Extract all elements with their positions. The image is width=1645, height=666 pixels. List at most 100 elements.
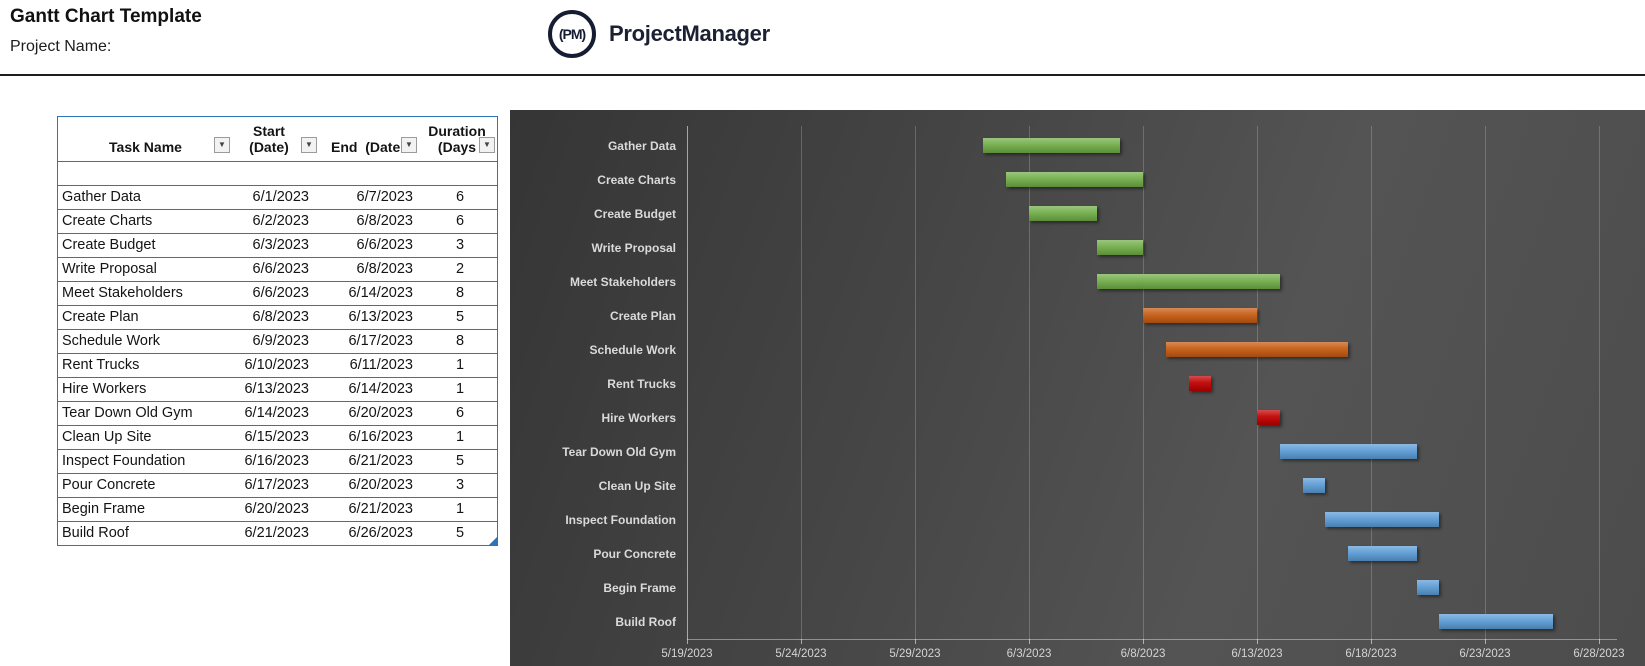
table-row: Hire Workers 6/13/2023 6/14/2023 1	[58, 378, 497, 402]
cell-end-date[interactable]: 6/17/2023	[348, 333, 413, 349]
cell-end-date[interactable]: 6/13/2023	[348, 309, 413, 325]
cell-duration[interactable]: 5	[455, 525, 465, 541]
cell-task-name[interactable]: Clean Up Site	[62, 429, 152, 445]
cell-start-date[interactable]: 6/2/2023	[252, 213, 309, 229]
cell-start-date[interactable]: 6/20/2023	[244, 501, 309, 517]
gridline	[1257, 126, 1258, 639]
cell-end-date[interactable]: 6/26/2023	[348, 525, 413, 541]
cell-end-date[interactable]: 6/6/2023	[356, 237, 413, 253]
filter-dropdown-duration[interactable]: ▼	[479, 137, 495, 153]
cell-duration[interactable]: 1	[455, 381, 465, 397]
cell-start-date[interactable]: 6/8/2023	[252, 309, 309, 325]
x-axis-line	[687, 639, 1617, 640]
cell-duration[interactable]: 5	[455, 309, 465, 325]
chevron-down-icon: ▼	[483, 140, 491, 149]
gantt-bar[interactable]	[1006, 172, 1143, 187]
gantt-bar[interactable]	[1279, 444, 1417, 459]
cell-end-date[interactable]: 6/8/2023	[356, 213, 413, 229]
cell-start-date[interactable]: 6/16/2023	[244, 453, 309, 469]
cell-start-date[interactable]: 6/3/2023	[252, 237, 309, 253]
cell-start-date[interactable]: 6/14/2023	[244, 405, 309, 421]
table-row: Write Proposal 6/6/2023 6/8/2023 2	[58, 258, 497, 282]
axis-tickmark	[1029, 639, 1030, 644]
cell-end-date[interactable]: 6/8/2023	[356, 261, 413, 277]
cell-duration[interactable]: 8	[455, 285, 465, 301]
table-resize-handle[interactable]	[489, 537, 497, 545]
cell-task-name[interactable]: Tear Down Old Gym	[62, 405, 193, 421]
cell-task-name[interactable]: Create Charts	[62, 213, 153, 229]
cell-start-date[interactable]: 6/21/2023	[244, 525, 309, 541]
gantt-bar[interactable]	[1325, 512, 1440, 527]
cell-end-date[interactable]: 6/20/2023	[348, 405, 413, 421]
cell-start-date[interactable]: 6/6/2023	[252, 285, 309, 301]
column-header-start-line1: Start	[253, 123, 285, 139]
cell-start-date[interactable]: 6/6/2023	[252, 261, 309, 277]
gantt-bar[interactable]	[1348, 546, 1417, 561]
gantt-bar[interactable]	[1097, 274, 1280, 289]
cell-task-name[interactable]: Rent Trucks	[62, 357, 140, 373]
filter-dropdown-task-name[interactable]: ▼	[214, 137, 230, 153]
filter-dropdown-end-date[interactable]: ▼	[401, 137, 417, 153]
gantt-bar[interactable]	[1029, 206, 1098, 221]
cell-task-name[interactable]: Create Budget	[62, 237, 156, 253]
cell-end-date[interactable]: 6/21/2023	[348, 501, 413, 517]
category-label: Schedule Work	[589, 342, 676, 357]
cell-end-date[interactable]: 6/7/2023	[356, 189, 413, 205]
cell-task-name[interactable]: Inspect Foundation	[62, 453, 186, 469]
cell-start-date[interactable]: 6/15/2023	[244, 429, 309, 445]
cell-end-date[interactable]: 6/14/2023	[348, 381, 413, 397]
cell-duration[interactable]: 1	[455, 357, 465, 373]
cell-end-date[interactable]: 6/14/2023	[348, 285, 413, 301]
cell-task-name[interactable]: Build Roof	[62, 525, 129, 541]
gantt-bar[interactable]	[1143, 308, 1257, 323]
cell-duration[interactable]: 2	[455, 261, 465, 277]
cell-end-date[interactable]: 6/20/2023	[348, 477, 413, 493]
gantt-bar[interactable]	[983, 138, 1121, 153]
projectmanager-logo: (PM) ProjectManager	[548, 10, 770, 58]
cell-start-date[interactable]: 6/1/2023	[252, 189, 309, 205]
axis-tickmark	[1143, 639, 1144, 644]
cell-task-name[interactable]: Meet Stakeholders	[62, 285, 183, 301]
table-row: Meet Stakeholders 6/6/2023 6/14/2023 8	[58, 282, 497, 306]
gantt-bar[interactable]	[1165, 342, 1349, 357]
cell-duration[interactable]: 3	[455, 237, 465, 253]
column-header-duration-line2: (Days	[437, 139, 477, 155]
cell-task-name[interactable]: Create Plan	[62, 309, 139, 325]
cell-task-name[interactable]: Gather Data	[62, 189, 141, 205]
gantt-bar[interactable]	[1188, 376, 1212, 391]
cell-start-date[interactable]: 6/17/2023	[244, 477, 309, 493]
cell-duration[interactable]: 6	[455, 213, 465, 229]
cell-duration[interactable]: 1	[455, 429, 465, 445]
cell-end-date[interactable]: 6/21/2023	[348, 453, 413, 469]
cell-duration[interactable]: 3	[455, 477, 465, 493]
cell-start-date[interactable]: 6/9/2023	[252, 333, 309, 349]
gantt-bar[interactable]	[1439, 614, 1554, 629]
cell-end-date[interactable]: 6/16/2023	[348, 429, 413, 445]
cell-duration[interactable]: 6	[455, 189, 465, 205]
project-name-label: Project Name:	[10, 38, 112, 55]
gantt-chart[interactable]: 5/19/2023 5/24/2023 5/29/2023 6/3/2023 6/8/2…	[510, 110, 1645, 666]
cell-task-name[interactable]: Hire Workers	[62, 381, 147, 397]
table-row: Rent Trucks 6/10/2023 6/11/2023 1	[58, 354, 497, 378]
cell-start-date[interactable]: 6/13/2023	[244, 381, 309, 397]
category-label: Pour Concrete	[593, 546, 676, 561]
cell-start-date[interactable]: 6/10/2023	[244, 357, 309, 373]
cell-task-name[interactable]: Begin Frame	[62, 501, 146, 517]
cell-duration[interactable]: 5	[455, 453, 465, 469]
gantt-bar[interactable]	[1257, 410, 1280, 425]
axis-tickmark	[1485, 639, 1486, 644]
gridline	[915, 126, 916, 639]
table-row-empty[interactable]	[58, 162, 497, 186]
cell-end-date[interactable]: 6/11/2023	[349, 357, 413, 373]
cell-duration[interactable]: 1	[455, 501, 465, 517]
cell-duration[interactable]: 8	[455, 333, 465, 349]
cell-task-name[interactable]: Schedule Work	[62, 333, 161, 349]
gantt-bar[interactable]	[1302, 478, 1326, 493]
gantt-bar[interactable]	[1416, 580, 1440, 595]
gantt-bar[interactable]	[1097, 240, 1143, 255]
cell-task-name[interactable]: Write Proposal	[62, 261, 157, 277]
cell-task-name[interactable]: Pour Concrete	[62, 477, 156, 493]
table-row: Begin Frame 6/20/2023 6/21/2023 1	[58, 498, 497, 522]
filter-dropdown-start-date[interactable]: ▼	[301, 137, 317, 153]
cell-duration[interactable]: 6	[455, 405, 465, 421]
